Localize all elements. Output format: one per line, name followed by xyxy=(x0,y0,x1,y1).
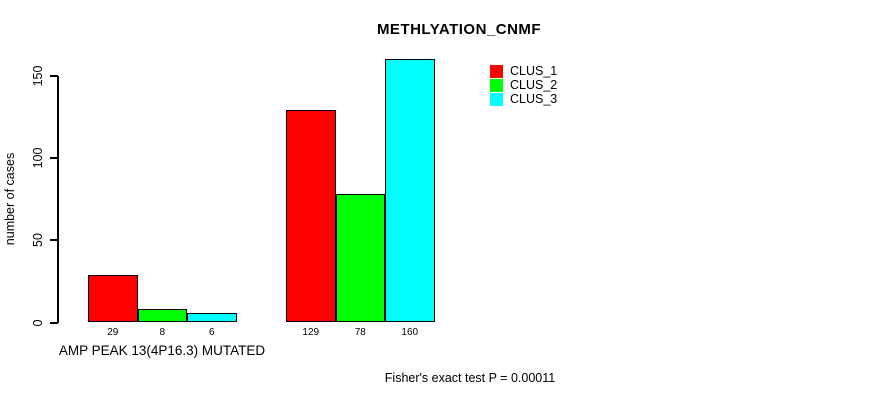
y-tick-label: 100 xyxy=(31,147,45,169)
legend-item-clus_1: CLUS_1 xyxy=(490,64,557,78)
footnote-pvalue: Fisher's exact test P = 0.00011 xyxy=(384,371,556,385)
bar-clus_3-group2 xyxy=(385,59,435,323)
legend-label: CLUS_1 xyxy=(510,64,558,78)
bar-value-label: 8 xyxy=(159,327,166,338)
y-tick-mark xyxy=(50,321,58,324)
y-tick-label: 50 xyxy=(31,233,45,248)
y-axis-label: number of cases xyxy=(3,152,17,246)
y-axis-line xyxy=(57,76,59,323)
bar-clus_2-group2 xyxy=(335,194,385,323)
chart-title: METHLYATION_CNMF xyxy=(376,21,542,38)
legend: CLUS_1 CLUS_2 CLUS_3 xyxy=(490,64,557,106)
bar-value-label: 6 xyxy=(208,327,215,338)
y-tick-mark xyxy=(50,74,58,77)
x-axis-group-label: AMP PEAK 13(4P16.3) MUTATED xyxy=(58,343,266,358)
bar-value-label: 129 xyxy=(302,327,320,338)
bar-clus_1-group1 xyxy=(88,274,138,323)
bar-clus_1-group2 xyxy=(286,110,336,323)
y-tick-mark xyxy=(50,239,58,242)
bar-clus_2-group1 xyxy=(137,309,187,323)
bar-value-label: 160 xyxy=(401,327,419,338)
y-tick-label: 0 xyxy=(31,319,45,326)
legend-label: CLUS_3 xyxy=(510,92,558,106)
legend-item-clus_2: CLUS_2 xyxy=(490,78,557,92)
legend-item-clus_3: CLUS_3 xyxy=(490,92,557,106)
bar-clus_3-group1 xyxy=(187,312,237,323)
y-tick-label: 150 xyxy=(31,65,45,87)
legend-swatch xyxy=(490,92,503,106)
y-tick-mark xyxy=(50,157,58,159)
legend-swatch xyxy=(490,78,503,92)
legend-label: CLUS_2 xyxy=(510,78,558,92)
bar-value-label: 29 xyxy=(107,327,119,338)
legend-swatch xyxy=(490,64,503,78)
bar-value-label: 78 xyxy=(354,327,366,338)
